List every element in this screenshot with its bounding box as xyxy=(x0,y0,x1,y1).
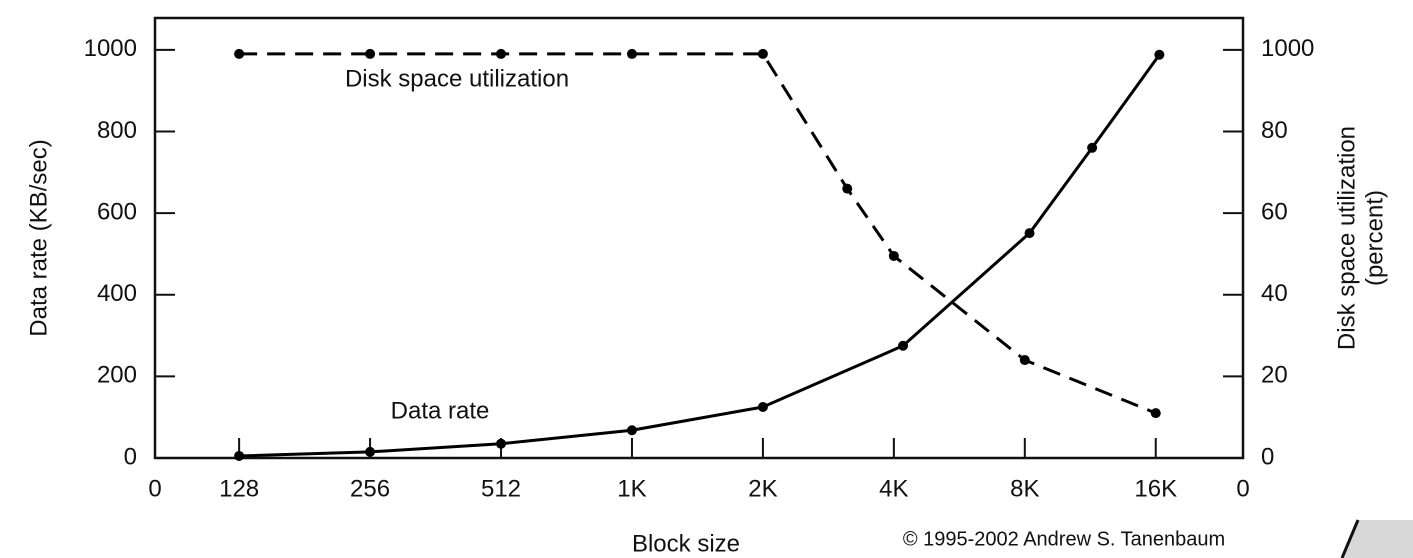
x-tick-label: 1K xyxy=(617,475,646,502)
y-tick-label: 1000 xyxy=(84,35,137,62)
series-annotation: Data rate xyxy=(391,397,490,424)
y-axis-label: Data rate (KB/sec) xyxy=(25,139,52,336)
data-point xyxy=(757,48,768,59)
data-point xyxy=(626,48,637,59)
x-tick-label: 4K xyxy=(879,475,908,502)
y2-axis-label: (percent) xyxy=(1361,190,1388,286)
data-point xyxy=(757,401,768,412)
x-tick-label: 256 xyxy=(350,475,390,502)
data-point xyxy=(1150,408,1161,419)
y2-tick-label: 40 xyxy=(1261,280,1288,307)
data-point xyxy=(496,48,507,59)
x-tick-label: 0 xyxy=(1236,475,1249,502)
data-point xyxy=(898,340,909,351)
y2-tick-label: 20 xyxy=(1261,362,1288,389)
series-annotation: Disk space utilization xyxy=(345,65,569,92)
series-line xyxy=(239,53,1161,458)
y-tick-label: 0 xyxy=(124,443,137,470)
data-point xyxy=(1087,142,1098,153)
data-point xyxy=(626,425,637,436)
data-point xyxy=(365,446,376,457)
data-point xyxy=(1154,49,1165,60)
x-tick-label: 512 xyxy=(481,475,521,502)
x-axis-label: Block size xyxy=(632,530,740,557)
x-tick-label: 8K xyxy=(1010,475,1039,502)
data-point xyxy=(234,48,245,59)
data-point xyxy=(1019,355,1030,366)
plot-frame xyxy=(153,16,1245,460)
x-tick-label: 0 xyxy=(148,475,161,502)
y-tick-label: 400 xyxy=(97,280,137,307)
data-point xyxy=(842,183,853,194)
y-tick-label: 200 xyxy=(97,362,137,389)
data-point xyxy=(365,48,376,59)
y2-tick-label: 80 xyxy=(1261,117,1288,144)
y-tick-label: 600 xyxy=(97,198,137,225)
data-point xyxy=(234,450,245,461)
decoration xyxy=(1340,519,1360,558)
y-tick-label: 800 xyxy=(97,117,137,144)
data-point xyxy=(888,250,899,261)
copyright: © 1995-2002 Andrew S. Tanenbaum xyxy=(903,528,1225,550)
x-tick-label: 2K xyxy=(748,475,777,502)
data-point xyxy=(496,438,507,449)
y2-tick-label: 60 xyxy=(1261,198,1288,225)
x-tick-label: 128 xyxy=(219,475,259,502)
data-point xyxy=(1024,228,1035,239)
y2-tick-label: 0 xyxy=(1261,443,1274,470)
x-tick-label: 16K xyxy=(1134,475,1177,502)
y2-axis-label: Disk space utilization xyxy=(1333,126,1360,350)
decoration xyxy=(1342,520,1413,558)
series-line xyxy=(239,52,1157,415)
y2-tick-label: 1000 xyxy=(1261,35,1314,62)
